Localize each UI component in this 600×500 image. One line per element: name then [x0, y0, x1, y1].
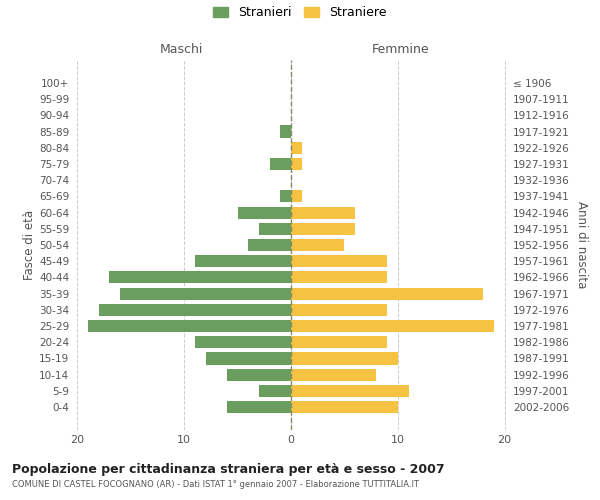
- Bar: [227, 368, 291, 381]
- Bar: [291, 255, 387, 268]
- Bar: [291, 320, 494, 332]
- Bar: [259, 222, 291, 235]
- Bar: [195, 336, 291, 348]
- Bar: [120, 288, 291, 300]
- Legend: Stranieri, Straniere: Stranieri, Straniere: [213, 6, 387, 19]
- Bar: [291, 368, 376, 381]
- Bar: [291, 401, 398, 413]
- Bar: [227, 401, 291, 413]
- Bar: [280, 126, 291, 138]
- Bar: [88, 320, 291, 332]
- Bar: [195, 255, 291, 268]
- Bar: [291, 239, 344, 251]
- Y-axis label: Anni di nascita: Anni di nascita: [575, 202, 588, 288]
- Bar: [269, 158, 291, 170]
- Bar: [291, 272, 387, 283]
- Bar: [248, 239, 291, 251]
- Bar: [280, 190, 291, 202]
- Y-axis label: Fasce di età: Fasce di età: [23, 210, 36, 280]
- Bar: [259, 385, 291, 397]
- Bar: [109, 272, 291, 283]
- Text: Popolazione per cittadinanza straniera per età e sesso - 2007: Popolazione per cittadinanza straniera p…: [12, 462, 445, 475]
- Text: COMUNE DI CASTEL FOCOGNANO (AR) - Dati ISTAT 1° gennaio 2007 - Elaborazione TUTT: COMUNE DI CASTEL FOCOGNANO (AR) - Dati I…: [12, 480, 419, 489]
- Bar: [291, 158, 302, 170]
- Bar: [206, 352, 291, 364]
- Bar: [291, 288, 483, 300]
- Bar: [291, 222, 355, 235]
- Bar: [291, 190, 302, 202]
- Bar: [238, 206, 291, 218]
- Text: Maschi: Maschi: [160, 44, 203, 57]
- Text: Femmine: Femmine: [371, 44, 430, 57]
- Bar: [99, 304, 291, 316]
- Bar: [291, 352, 398, 364]
- Bar: [291, 142, 302, 154]
- Bar: [291, 336, 387, 348]
- Bar: [291, 304, 387, 316]
- Bar: [291, 385, 409, 397]
- Bar: [291, 206, 355, 218]
